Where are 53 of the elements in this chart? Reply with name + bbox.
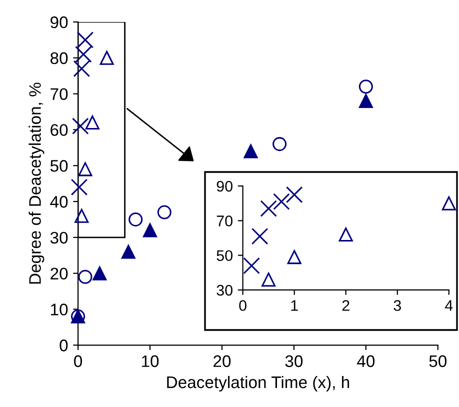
point	[286, 186, 303, 204]
x-axis-title: Deacetylation Time (x), h	[167, 376, 350, 392]
x-tick-label: 1	[291, 300, 298, 311]
point	[92, 266, 107, 280]
x-tick-label: 40	[357, 355, 375, 368]
point	[157, 205, 172, 220]
x-tick-label: 0	[239, 300, 246, 311]
x-tick-label: 3	[394, 300, 401, 311]
y-tick-label: 60	[50, 124, 68, 136]
point	[442, 196, 456, 210]
point	[76, 32, 94, 48]
y-tick-label: 0	[60, 340, 68, 352]
x-tick-label: 0	[74, 355, 82, 368]
x-tick-label: 30	[285, 355, 303, 368]
y-tick-label: 30	[50, 232, 68, 244]
y-tick-label: 20	[50, 268, 68, 280]
point	[272, 137, 287, 152]
point	[358, 94, 373, 108]
point	[70, 178, 88, 196]
point	[251, 228, 268, 245]
point	[243, 257, 260, 274]
point	[260, 200, 277, 217]
point	[72, 118, 89, 135]
y-tick-label: 30	[216, 284, 232, 296]
y-tick-label: 50	[50, 160, 68, 172]
point	[273, 193, 290, 210]
point	[358, 80, 373, 94]
point	[244, 144, 258, 158]
y-tick-label: 40	[50, 196, 68, 208]
point	[85, 116, 100, 130]
x-tick-label: 2	[342, 300, 350, 311]
point	[73, 60, 90, 78]
point	[262, 272, 276, 287]
y-tick-label: 50	[216, 250, 232, 262]
y-tick-label: 90	[50, 16, 68, 28]
point	[121, 244, 136, 259]
y-tick-label: 80	[50, 52, 68, 64]
point	[74, 208, 89, 223]
x-tick-label: 10	[142, 355, 159, 368]
point	[100, 50, 114, 65]
y-tick-label: 70	[50, 88, 68, 100]
x-tick-label: 50	[429, 355, 447, 368]
point	[338, 228, 353, 242]
point	[78, 162, 92, 176]
point	[75, 46, 92, 63]
point	[78, 270, 92, 284]
point	[142, 223, 158, 238]
y-axis-title: Degree of Deacetylation, %	[28, 82, 44, 284]
y-tick-label: 70	[216, 216, 232, 226]
point	[128, 212, 143, 226]
point	[287, 250, 302, 264]
y-tick-label: 90	[216, 180, 232, 192]
x-tick-label: 4	[445, 300, 453, 311]
